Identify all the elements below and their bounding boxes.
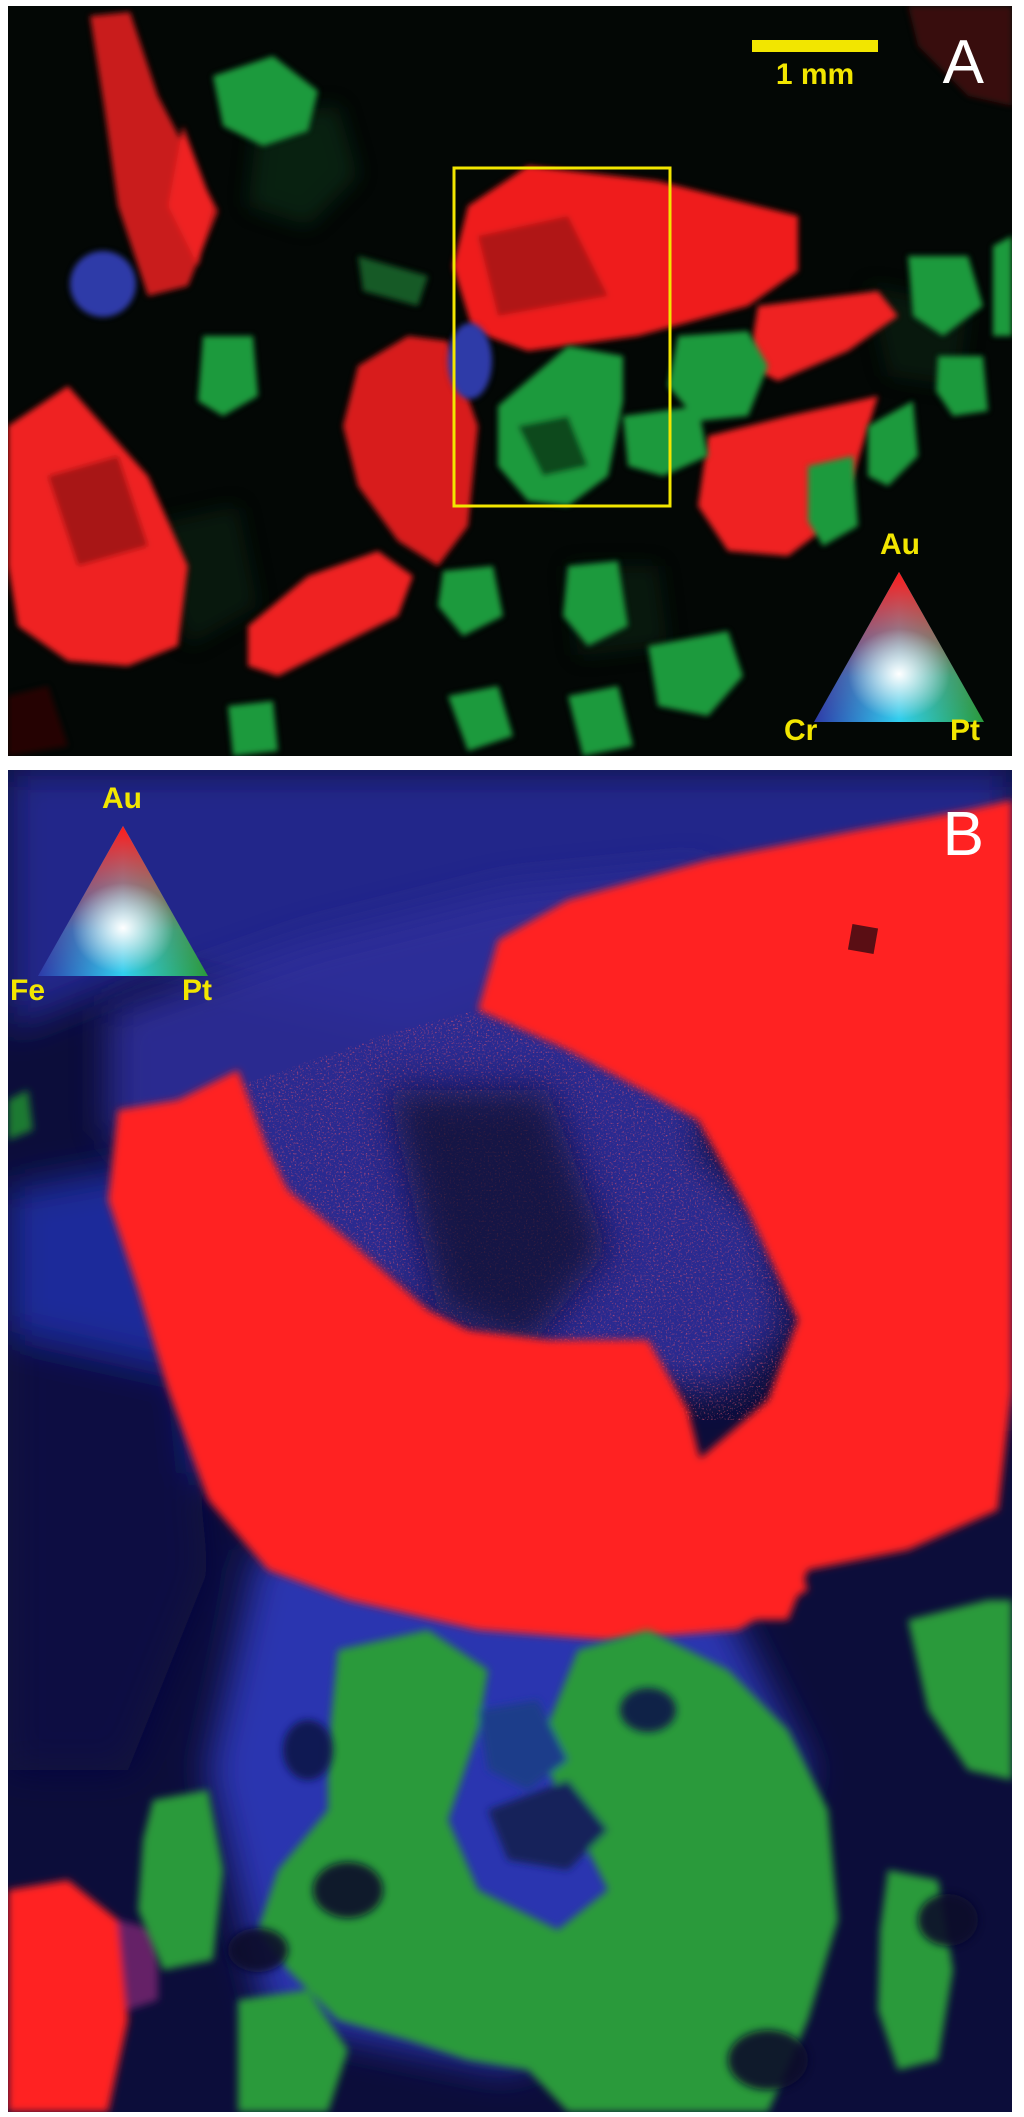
ternary-color-triangle-a bbox=[814, 572, 984, 722]
panel-a-map-image bbox=[8, 6, 1012, 756]
legend-a-right-label: Pt bbox=[950, 714, 980, 747]
panel-a-letter: A bbox=[942, 28, 984, 97]
legend-b-top-label: Au bbox=[102, 782, 142, 815]
legend-a-left-label: Cr bbox=[784, 714, 818, 747]
ternary-color-triangle-b bbox=[38, 826, 208, 976]
panel-b-color-legend: Au Fe Pt bbox=[8, 780, 240, 1006]
scale-bar-line bbox=[752, 40, 878, 52]
panel-a-element-map: 1 mm A bbox=[8, 6, 1012, 756]
selection-box bbox=[452, 166, 672, 508]
panel-b-letter: B bbox=[942, 800, 984, 869]
legend-b-left-label: Fe bbox=[10, 974, 46, 1007]
legend-a-top-label: Au bbox=[880, 528, 920, 561]
scale-bar: 1 mm bbox=[752, 40, 878, 92]
panel-b-map-image bbox=[8, 770, 1012, 2112]
panel-b-element-map: B bbox=[8, 770, 1012, 2112]
panel-a-color-legend: Au Cr Pt bbox=[784, 526, 1016, 748]
legend-b-right-label: Pt bbox=[182, 974, 212, 1007]
scale-bar-label: 1 mm bbox=[775, 58, 855, 91]
